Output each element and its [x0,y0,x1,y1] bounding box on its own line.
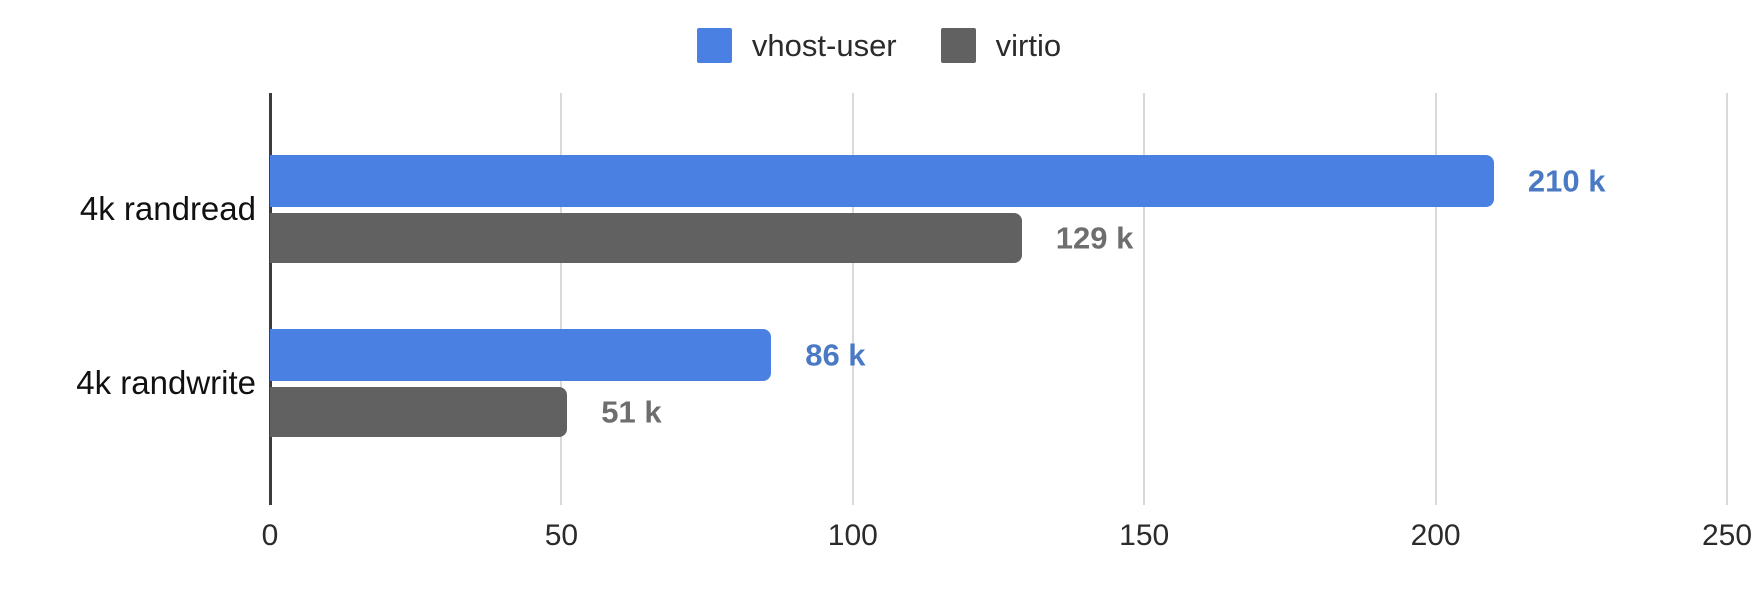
bar-vhost-user-4k-randread [270,155,1494,207]
gridline-x-150 [1143,93,1146,505]
gridline-x-50 [560,93,563,505]
bar-value-label-vhost-user-4k-randread: 210 k [1527,163,1606,199]
bar-vhost-user-4k-randwrite [270,329,772,381]
bar-value-label-virtio-4k-randwrite: 51 k [601,394,662,430]
category-label-4k-randread: 4k randread [79,189,256,227]
x-tick-label-100: 100 [827,519,878,552]
gridline-x-200 [1434,93,1437,505]
x-tick-label-200: 200 [1410,519,1461,552]
legend-label-vhost-user: vhost-user [751,28,897,63]
legend-swatch-vhost-user-icon [696,28,732,63]
x-tick-label-0: 0 [261,519,279,552]
y-axis-baseline [269,93,272,505]
plot-area: 0 50 100 150 200 250 210 k 129 k 86 k 51 k [262,93,1752,551]
legend-swatch-virtio-icon [940,28,976,63]
x-tick-label-250: 250 [1701,519,1753,552]
legend-label-virtio: virtio [995,28,1062,63]
x-tick-label-50: 50 [544,519,579,552]
gridline-x-250 [1726,93,1728,505]
gridline-x-100 [851,93,854,505]
category-label-4k-randwrite: 4k randwrite [76,363,256,401]
x-tick-label-150: 150 [1119,519,1170,552]
legend-item-virtio: virtio [940,28,1062,63]
chart-legend: vhost-user virtio [0,28,1758,63]
bar-value-label-virtio-4k-randread: 129 k [1055,220,1134,256]
bar-virtio-4k-randread [270,213,1022,263]
legend-item-vhost-user: vhost-user [696,28,897,63]
bar-value-label-vhost-user-4k-randwrite: 86 k [805,337,866,373]
bar-virtio-4k-randwrite [270,387,568,437]
